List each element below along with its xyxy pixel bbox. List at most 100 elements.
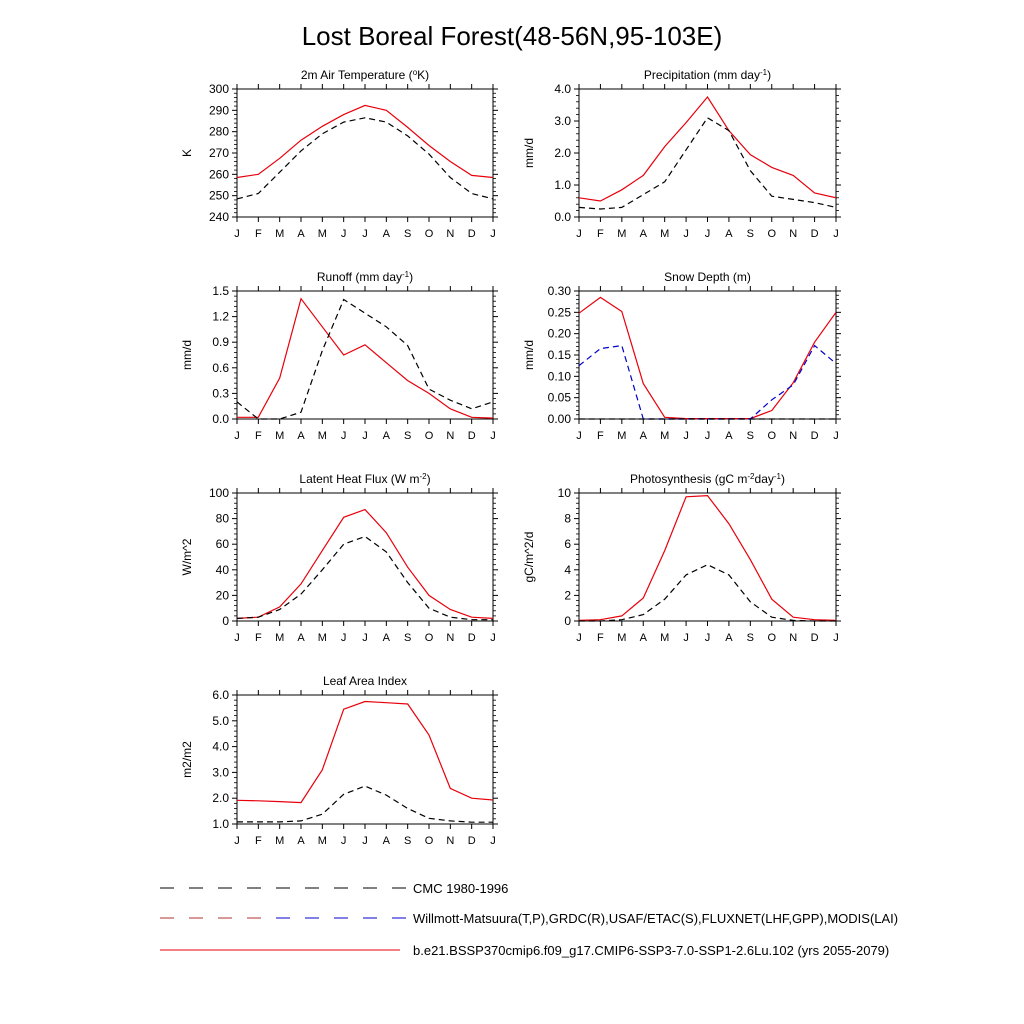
x-tick-label: J [234, 835, 240, 847]
legend-item-2: Willmott-Matsuura(T,P),GRDC(R),USAF/ETAC… [160, 911, 898, 926]
legend-item-3: b.e21.BSSP370cmip6.f09_g17.CMIP6-SSP3-7.… [160, 943, 889, 958]
panel-title-sup: -2 [747, 472, 755, 481]
x-tick-label: N [446, 835, 454, 847]
panel-title: Photosynthesis (gC m-2day-1) [630, 472, 785, 487]
figure-title: Lost Boreal Forest(48-56N,95-103E) [302, 21, 723, 51]
x-tick-label: J [490, 430, 496, 442]
y-tick-label: 250 [209, 189, 229, 203]
panel-title-text: ) [781, 472, 785, 486]
x-tick-label: J [683, 228, 689, 240]
x-tick-label: M [318, 835, 327, 847]
x-tick-label: J [490, 835, 496, 847]
plot-frame [236, 290, 494, 420]
y-tick-label: 1.0 [554, 178, 571, 192]
x-tick-label: J [362, 430, 368, 442]
x-tick-label: A [640, 228, 648, 240]
y-tick-label: 4 [564, 563, 571, 577]
panel-title: Precipitation (mm day-1) [644, 68, 771, 83]
x-tick-label: D [468, 228, 476, 240]
x-tick-label: A [297, 430, 305, 442]
chart-panel-1: J F M A M J J A S O N D J 240 250 260 270 280 290 300 2m Air… [180, 68, 498, 240]
panel-title: Snow Depth (m) [664, 270, 751, 284]
x-tick-label: F [597, 228, 604, 240]
series-line-2 [237, 535, 493, 621]
series-line-1 [579, 296, 836, 420]
y-tick-label: 0.6 [212, 361, 229, 375]
series-line-2 [237, 117, 493, 200]
x-tick-label: J [683, 430, 689, 442]
series-line-1 [237, 700, 493, 804]
x-tick-label: D [811, 632, 819, 644]
x-tick-label: J [833, 430, 839, 442]
series-group [237, 508, 493, 621]
x-tick-label: A [297, 228, 305, 240]
y-tick-label: 0.30 [548, 284, 572, 298]
x-tick-label: N [789, 228, 797, 240]
y-tick-label: 60 [216, 537, 230, 551]
y-tick-label: 6 [564, 537, 571, 551]
y-tick-label: 40 [216, 563, 230, 577]
panel-title-sup: -1 [760, 68, 768, 77]
x-tick-label: J [490, 228, 496, 240]
x-tick-label: N [789, 430, 797, 442]
y-axis-label: W/m^2 [180, 538, 194, 575]
y-tick-label: 0.25 [548, 305, 572, 319]
y-tick-label: 0.05 [548, 391, 572, 405]
x-tick-label: S [747, 430, 754, 442]
y-tick-label: 8 [564, 512, 571, 526]
y-axis-label: gC/m^2/d [522, 532, 536, 583]
y-tick-label: 2 [564, 588, 571, 602]
series-group [237, 297, 493, 420]
y-tick-label: 0 [564, 614, 571, 628]
x-tick-label: F [255, 430, 262, 442]
x-tick-label: M [275, 835, 284, 847]
series-line-2 [579, 344, 836, 420]
x-tick-label: J [362, 228, 368, 240]
x-tick-label: N [446, 632, 454, 644]
chart-panel-3: J F M A M J J A S O N D J 0.0 0.3 0.6 0.9 1.2 1.5 Runoff (m… [180, 270, 498, 442]
series-line-1 [237, 297, 493, 419]
x-tick-label: J [833, 228, 839, 240]
x-tick-label: J [234, 632, 240, 644]
x-tick-label: M [318, 632, 327, 644]
x-tick-label: S [404, 228, 411, 240]
x-tick-label: A [383, 228, 391, 240]
y-tick-label: 2.0 [554, 146, 571, 160]
x-tick-label: O [425, 430, 434, 442]
x-tick-label: D [468, 835, 476, 847]
y-tick-label: 3.0 [212, 765, 229, 779]
y-tick-label: 1.0 [212, 817, 229, 831]
x-tick-label: N [446, 430, 454, 442]
plot-frame [578, 492, 837, 622]
x-tick-label: M [617, 430, 626, 442]
x-tick-label: M [660, 430, 669, 442]
y-tick-label: 4.0 [212, 740, 229, 754]
x-tick-label: A [640, 632, 648, 644]
panel-title-text: Runoff (mm day [317, 270, 402, 284]
legend-label: CMC 1980-1996 [413, 881, 508, 896]
x-tick-label: M [318, 430, 327, 442]
y-tick-label: 3.0 [554, 114, 571, 128]
x-tick-label: J [576, 228, 582, 240]
y-tick-label: 300 [209, 82, 229, 96]
y-tick-label: 1.5 [212, 284, 229, 298]
x-tick-label: S [747, 632, 754, 644]
y-axis-label: mm/d [522, 138, 536, 168]
x-tick-label: S [747, 228, 754, 240]
x-tick-label: J [362, 835, 368, 847]
y-tick-label: 0.9 [212, 335, 229, 349]
panel-title-text: 2m Air Temperature ( [301, 68, 413, 82]
legend-item-1: CMC 1980-1996 [160, 881, 508, 896]
x-tick-label: N [446, 228, 454, 240]
x-tick-label: J [341, 430, 347, 442]
y-tick-label: 290 [209, 103, 229, 117]
y-tick-label: 260 [209, 167, 229, 181]
panel-title-sup: -2 [419, 472, 427, 481]
panel-title-text: Latent Heat Flux (W m [299, 472, 419, 486]
y-tick-label: 0.10 [548, 369, 572, 383]
y-tick-label: 280 [209, 125, 229, 139]
x-tick-label: A [383, 430, 391, 442]
chart-panel-2: J F M A M J J A S O N D J0.01.02.03.04.0Precipitatio… [522, 68, 841, 240]
